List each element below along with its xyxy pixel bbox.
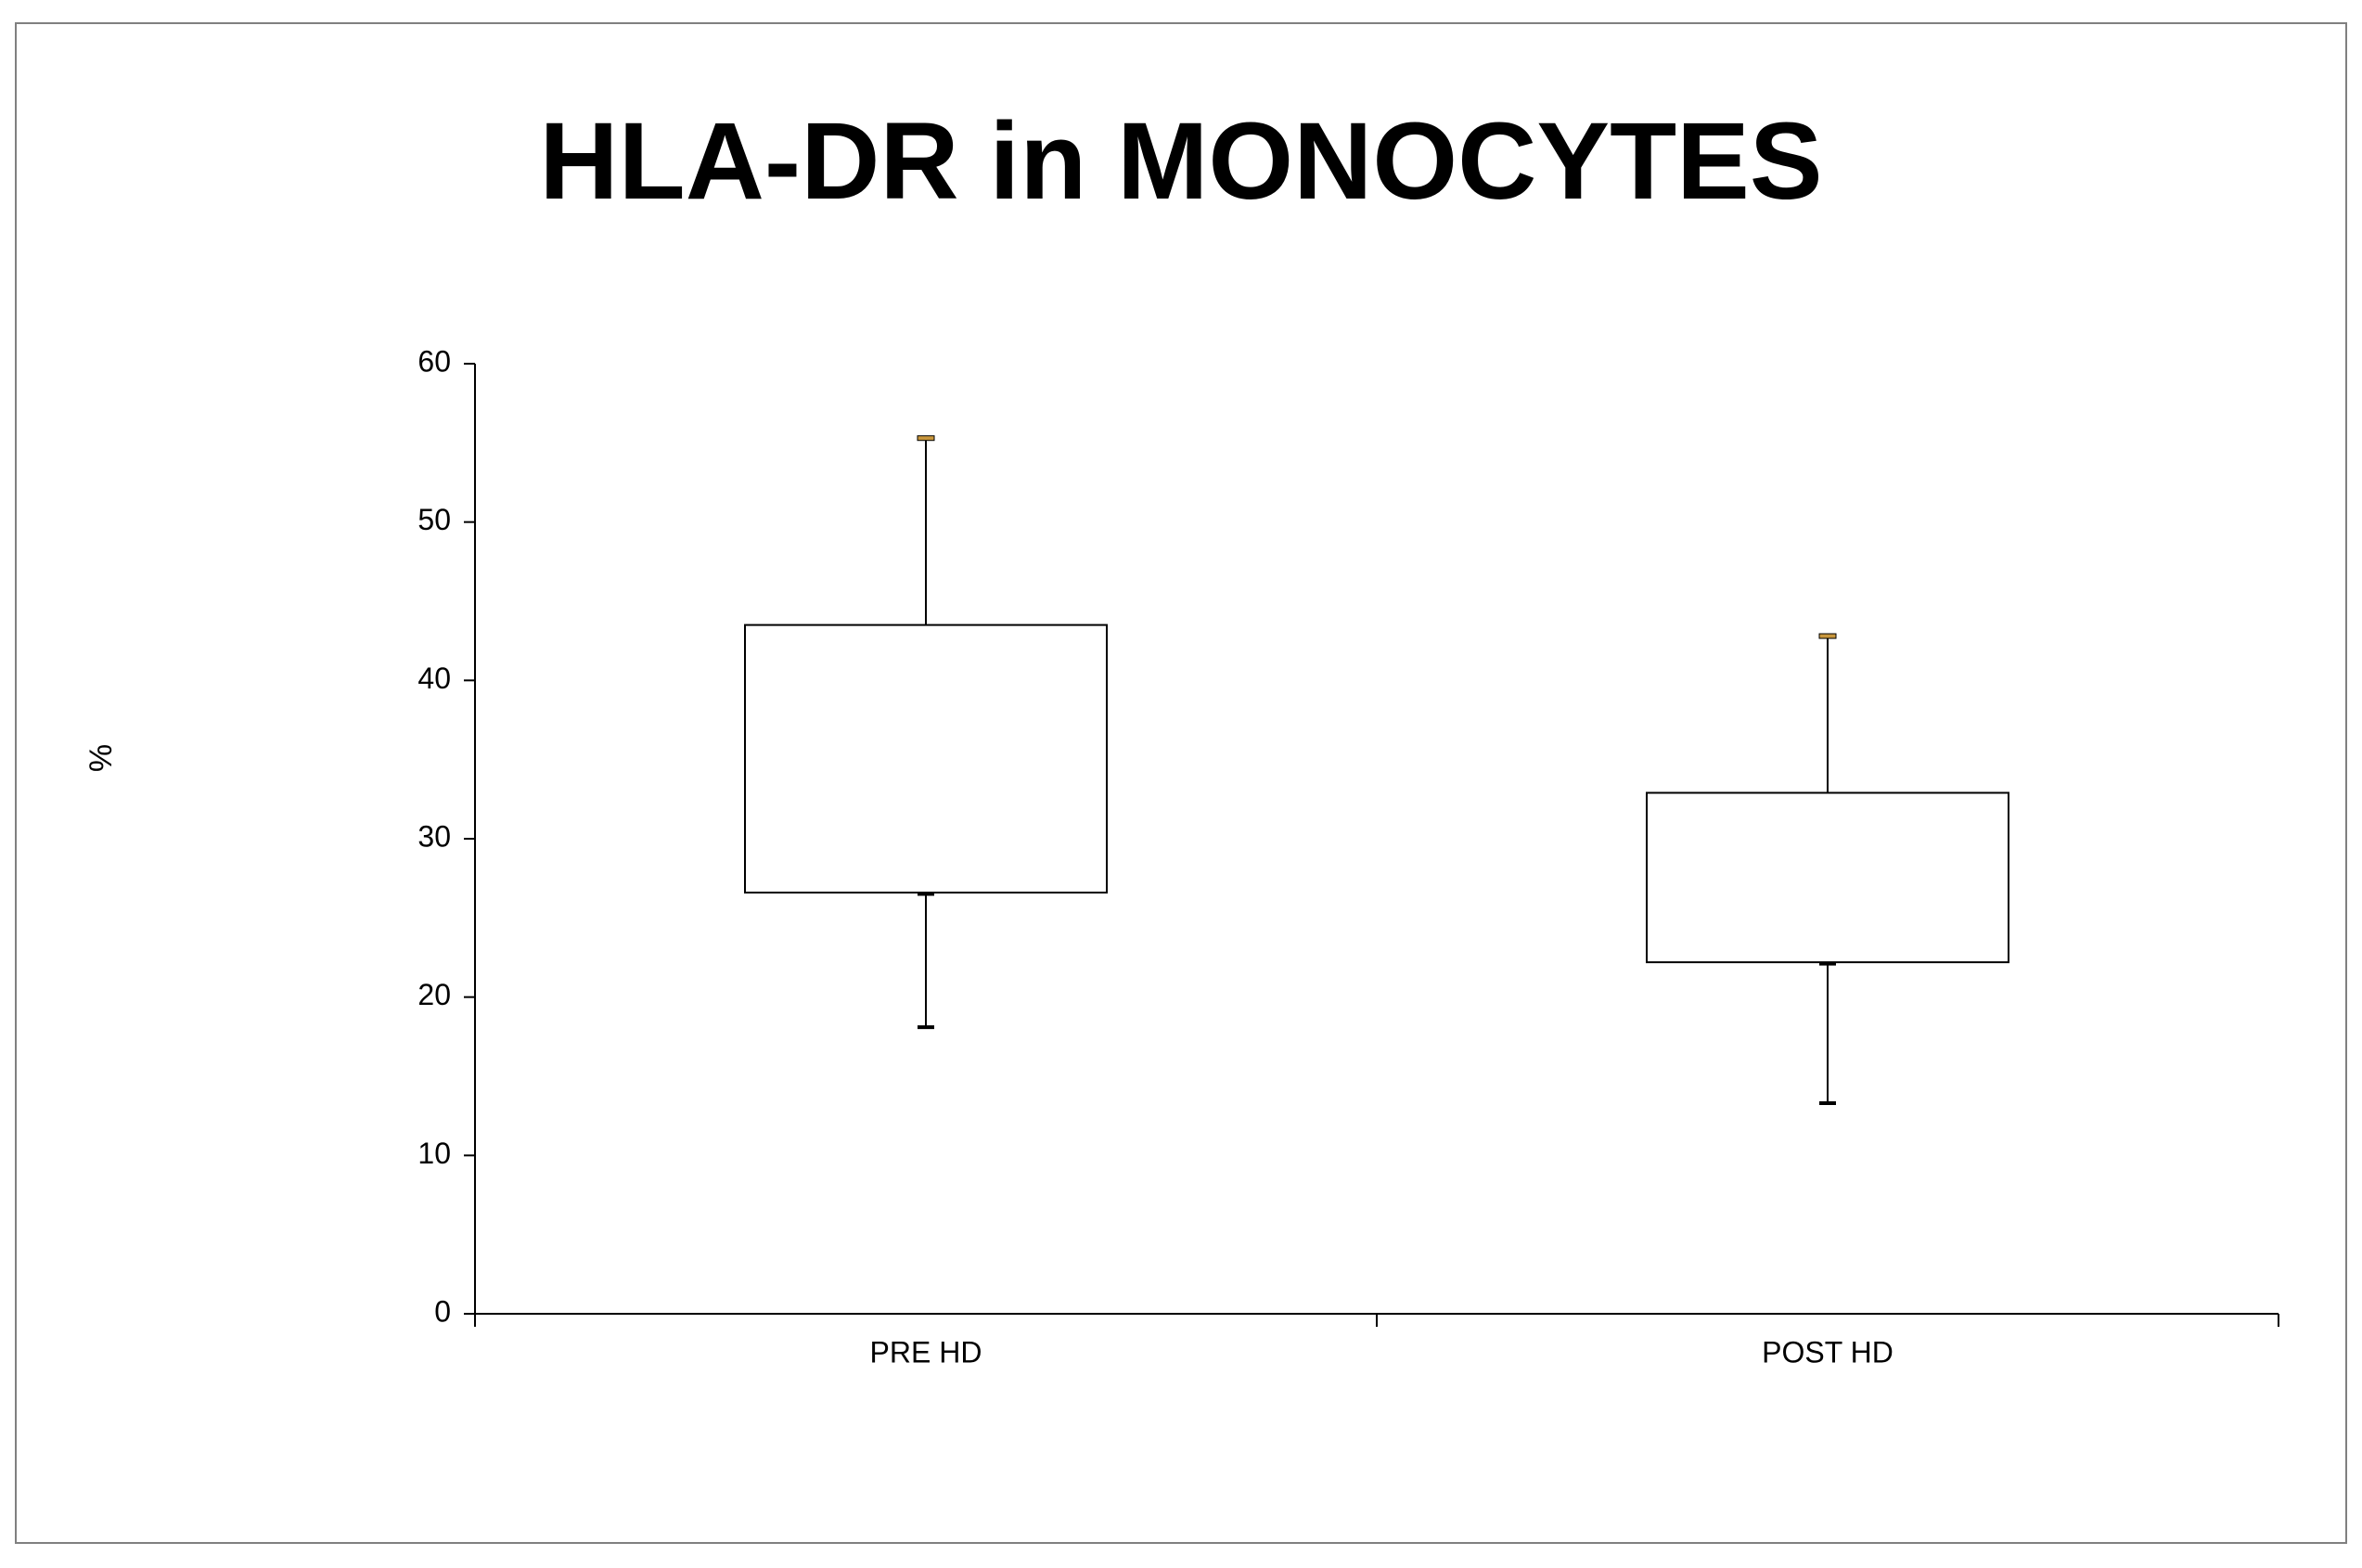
y-tick-label: 30	[417, 819, 451, 853]
y-tick-label: 10	[417, 1137, 451, 1170]
boxes	[744, 435, 2009, 1106]
chart-title: HLA-DR in MONOCYTES	[539, 100, 1823, 223]
box-pre-hd	[744, 435, 1108, 1030]
upper-whisker-cap	[1818, 633, 1837, 639]
y-axis: 0 10 20 30 40 50 60	[417, 344, 476, 1328]
upper-whisker-cap	[917, 435, 935, 442]
box-post-hd	[1646, 633, 2009, 1106]
chart-frame	[15, 22, 2347, 1544]
x-axis: PRE HD POST HD	[474, 1313, 2279, 1369]
y-tick-label: 40	[417, 662, 451, 695]
y-axis-title: %	[83, 744, 119, 772]
y-tick-label: 0	[434, 1294, 451, 1328]
x-category-label: POST HD	[1762, 1335, 1893, 1369]
y-tick-label: 50	[417, 503, 451, 536]
y-tick-label: 60	[417, 344, 451, 378]
x-category-label: PRE HD	[870, 1335, 982, 1369]
y-tick-label: 20	[417, 978, 451, 1011]
box-body	[1646, 791, 2009, 964]
box-body	[744, 623, 1108, 894]
